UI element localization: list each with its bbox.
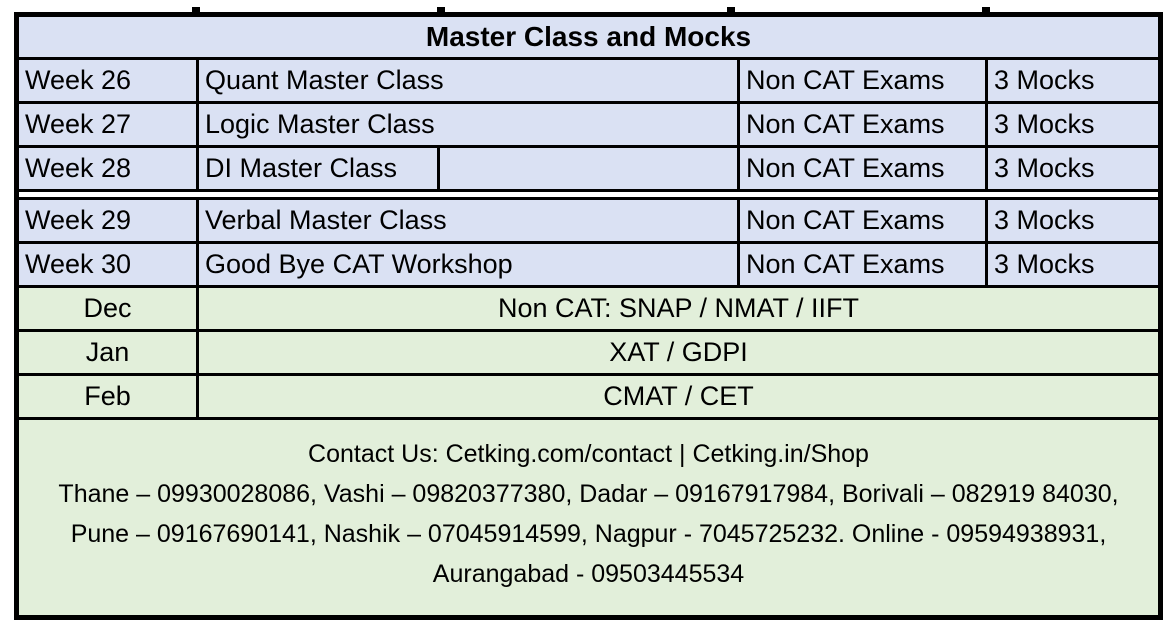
- week-cell: Week 27: [19, 104, 199, 145]
- contact-line: Pune – 09167690141, Nashik – 07045914599…: [70, 520, 1107, 548]
- crop-artifact-tick: [437, 7, 445, 13]
- schedule-row-week-27: Week 27 Logic Master Class Non CAT Exams…: [19, 104, 1158, 148]
- month-cell: Feb: [19, 376, 199, 417]
- schedule-row-week-29: Week 29 Verbal Master Class Non CAT Exam…: [19, 200, 1158, 244]
- contact-footer: Contact Us: Cetking.com/contact | Cetkin…: [19, 420, 1158, 615]
- crop-artifact-tick: [192, 7, 200, 13]
- activity-cell: Verbal Master Class: [199, 200, 740, 241]
- month-cell: Jan: [19, 332, 199, 373]
- mocks-cell: 3 Mocks: [994, 65, 1095, 95]
- crop-artifact-tick: [727, 7, 735, 13]
- month-row-feb: Feb CMAT / CET: [19, 376, 1158, 420]
- week-cell: Week 28: [19, 148, 199, 189]
- mocks-cell: 3 Mocks: [994, 109, 1095, 139]
- crop-artifact-tick: [982, 7, 990, 13]
- table-title: Master Class and Mocks: [425, 21, 752, 52]
- activity-cell: Quant Master Class: [199, 60, 740, 101]
- mocks-cell: 3 Mocks: [994, 153, 1095, 183]
- schedule-row-week-28: Week 28 DI Master Class Non CAT Exams 3 …: [19, 148, 1158, 192]
- mocks-cell: 3 Mocks: [994, 205, 1095, 235]
- activity-cell: Good Bye CAT Workshop: [199, 244, 740, 285]
- activity-subcell-empty: [440, 148, 740, 189]
- week-cell: Week 29: [19, 200, 199, 241]
- month-exams-cell: CMAT / CET: [603, 381, 754, 411]
- exam-cell: Non CAT Exams: [740, 200, 988, 241]
- schedule-row-week-30: Week 30 Good Bye CAT Workshop Non CAT Ex…: [19, 244, 1158, 288]
- activity-cell: DI Master Class: [199, 148, 440, 189]
- activity-cell: Logic Master Class: [199, 104, 740, 145]
- exam-cell: Non CAT Exams: [740, 104, 988, 145]
- month-exams-cell: XAT / GDPI: [609, 337, 748, 367]
- mocks-cell: 3 Mocks: [994, 249, 1095, 279]
- schedule-row-week-26: Week 26 Quant Master Class Non CAT Exams…: [19, 60, 1158, 104]
- exam-cell: Non CAT Exams: [740, 60, 988, 101]
- exam-cell: Non CAT Exams: [740, 244, 988, 285]
- month-row-dec: Dec Non CAT: SNAP / NMAT / IIFT: [19, 288, 1158, 332]
- month-row-jan: Jan XAT / GDPI: [19, 332, 1158, 376]
- section-gap: [19, 192, 1158, 200]
- table-title-row: Master Class and Mocks: [19, 17, 1158, 60]
- contact-line: Aurangabad - 09503445534: [432, 560, 745, 588]
- contact-line: Thane – 09930028086, Vashi – 09820377380…: [58, 480, 1119, 508]
- contact-line: Contact Us: Cetking.com/contact | Cetkin…: [308, 440, 869, 468]
- schedule-table: Master Class and Mocks Week 26 Quant Mas…: [14, 12, 1163, 620]
- week-cell: Week 30: [19, 244, 199, 285]
- exam-cell: Non CAT Exams: [740, 148, 988, 189]
- week-cell: Week 26: [19, 60, 199, 101]
- month-cell: Dec: [19, 288, 199, 329]
- month-exams-cell: Non CAT: SNAP / NMAT / IIFT: [497, 293, 860, 323]
